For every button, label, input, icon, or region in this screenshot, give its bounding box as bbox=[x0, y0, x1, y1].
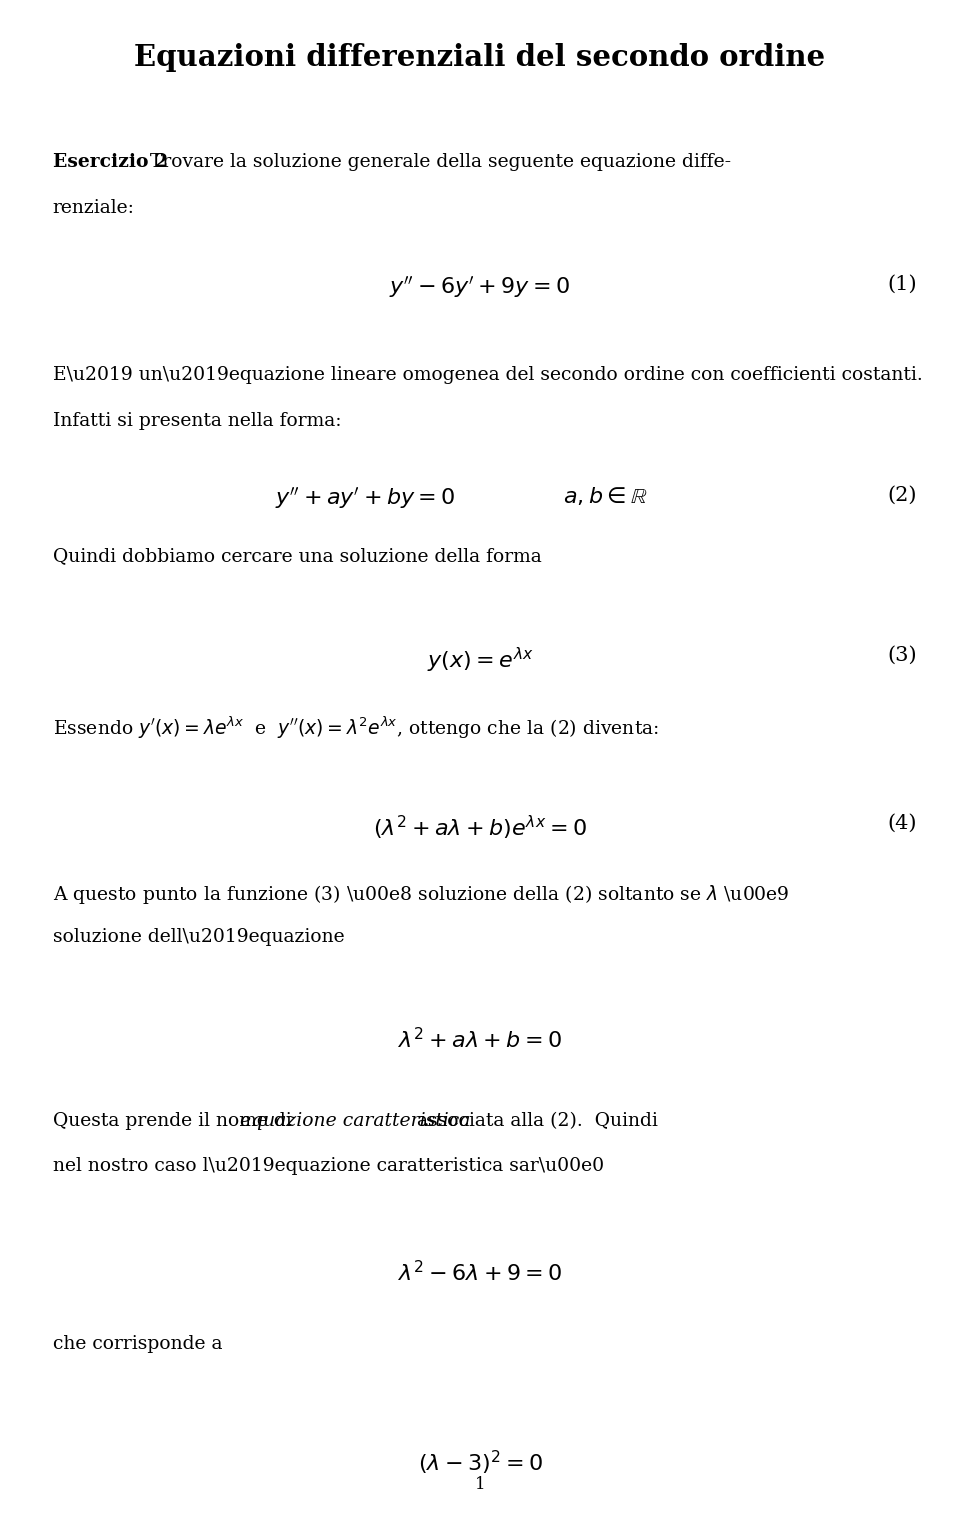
Text: $(\lambda^2 + a\lambda + b)e^{\lambda x} = 0$: $(\lambda^2 + a\lambda + b)e^{\lambda x}… bbox=[373, 814, 587, 841]
Text: Essendo $y'(x) = \lambda e^{\lambda x}$  e  $y''(x) = \lambda^2 e^{\lambda x}$, : Essendo $y'(x) = \lambda e^{\lambda x}$ … bbox=[53, 715, 659, 741]
Text: equazione caratteristica: equazione caratteristica bbox=[240, 1112, 470, 1130]
Text: renziale:: renziale: bbox=[53, 199, 134, 217]
Text: E\u2019 un\u2019equazione lineare omogenea del secondo ordine con coefficienti c: E\u2019 un\u2019equazione lineare omogen… bbox=[53, 366, 923, 385]
Text: (3): (3) bbox=[887, 646, 917, 664]
Text: Quindi dobbiamo cercare una soluzione della forma: Quindi dobbiamo cercare una soluzione de… bbox=[53, 547, 541, 565]
Text: Infatti si presenta nella forma:: Infatti si presenta nella forma: bbox=[53, 412, 342, 431]
Text: A questo punto la funzione (3) \u00e8 soluzione della (2) soltanto se $\lambda$ : A questo punto la funzione (3) \u00e8 so… bbox=[53, 883, 789, 906]
Text: (2): (2) bbox=[887, 486, 917, 504]
Text: $y'' - 6y' + 9y = 0$: $y'' - 6y' + 9y = 0$ bbox=[390, 275, 570, 301]
Text: 1: 1 bbox=[474, 1477, 486, 1493]
Text: $(\lambda - 3)^2 = 0$: $(\lambda - 3)^2 = 0$ bbox=[418, 1449, 542, 1477]
Text: nel nostro caso l\u2019equazione caratteristica sar\u00e0: nel nostro caso l\u2019equazione caratte… bbox=[53, 1157, 604, 1176]
Text: $y(x) = e^{\lambda x}$: $y(x) = e^{\lambda x}$ bbox=[426, 646, 534, 675]
Text: associata alla (2).  Quindi: associata alla (2). Quindi bbox=[411, 1112, 658, 1130]
Text: Esercizio 2: Esercizio 2 bbox=[53, 153, 175, 171]
Text: $y'' + ay' + by = 0$: $y'' + ay' + by = 0$ bbox=[275, 486, 455, 512]
Text: Questa prende il nome di: Questa prende il nome di bbox=[53, 1112, 298, 1130]
Text: Equazioni differenziali del secondo ordine: Equazioni differenziali del secondo ordi… bbox=[134, 43, 826, 72]
Text: (1): (1) bbox=[887, 275, 917, 293]
Text: Trovare la soluzione generale della seguente equazione diffe-: Trovare la soluzione generale della segu… bbox=[150, 153, 731, 171]
Text: $a, b \in \mathbb{R}$: $a, b \in \mathbb{R}$ bbox=[563, 486, 647, 507]
Text: $\lambda^2 + a\lambda + b = 0$: $\lambda^2 + a\lambda + b = 0$ bbox=[398, 1028, 562, 1054]
Text: (4): (4) bbox=[887, 814, 917, 832]
Text: che corrisponde a: che corrisponde a bbox=[53, 1335, 223, 1353]
Text: $\lambda^2 - 6\lambda + 9 = 0$: $\lambda^2 - 6\lambda + 9 = 0$ bbox=[397, 1261, 563, 1287]
Text: soluzione dell\u2019equazione: soluzione dell\u2019equazione bbox=[53, 928, 345, 947]
